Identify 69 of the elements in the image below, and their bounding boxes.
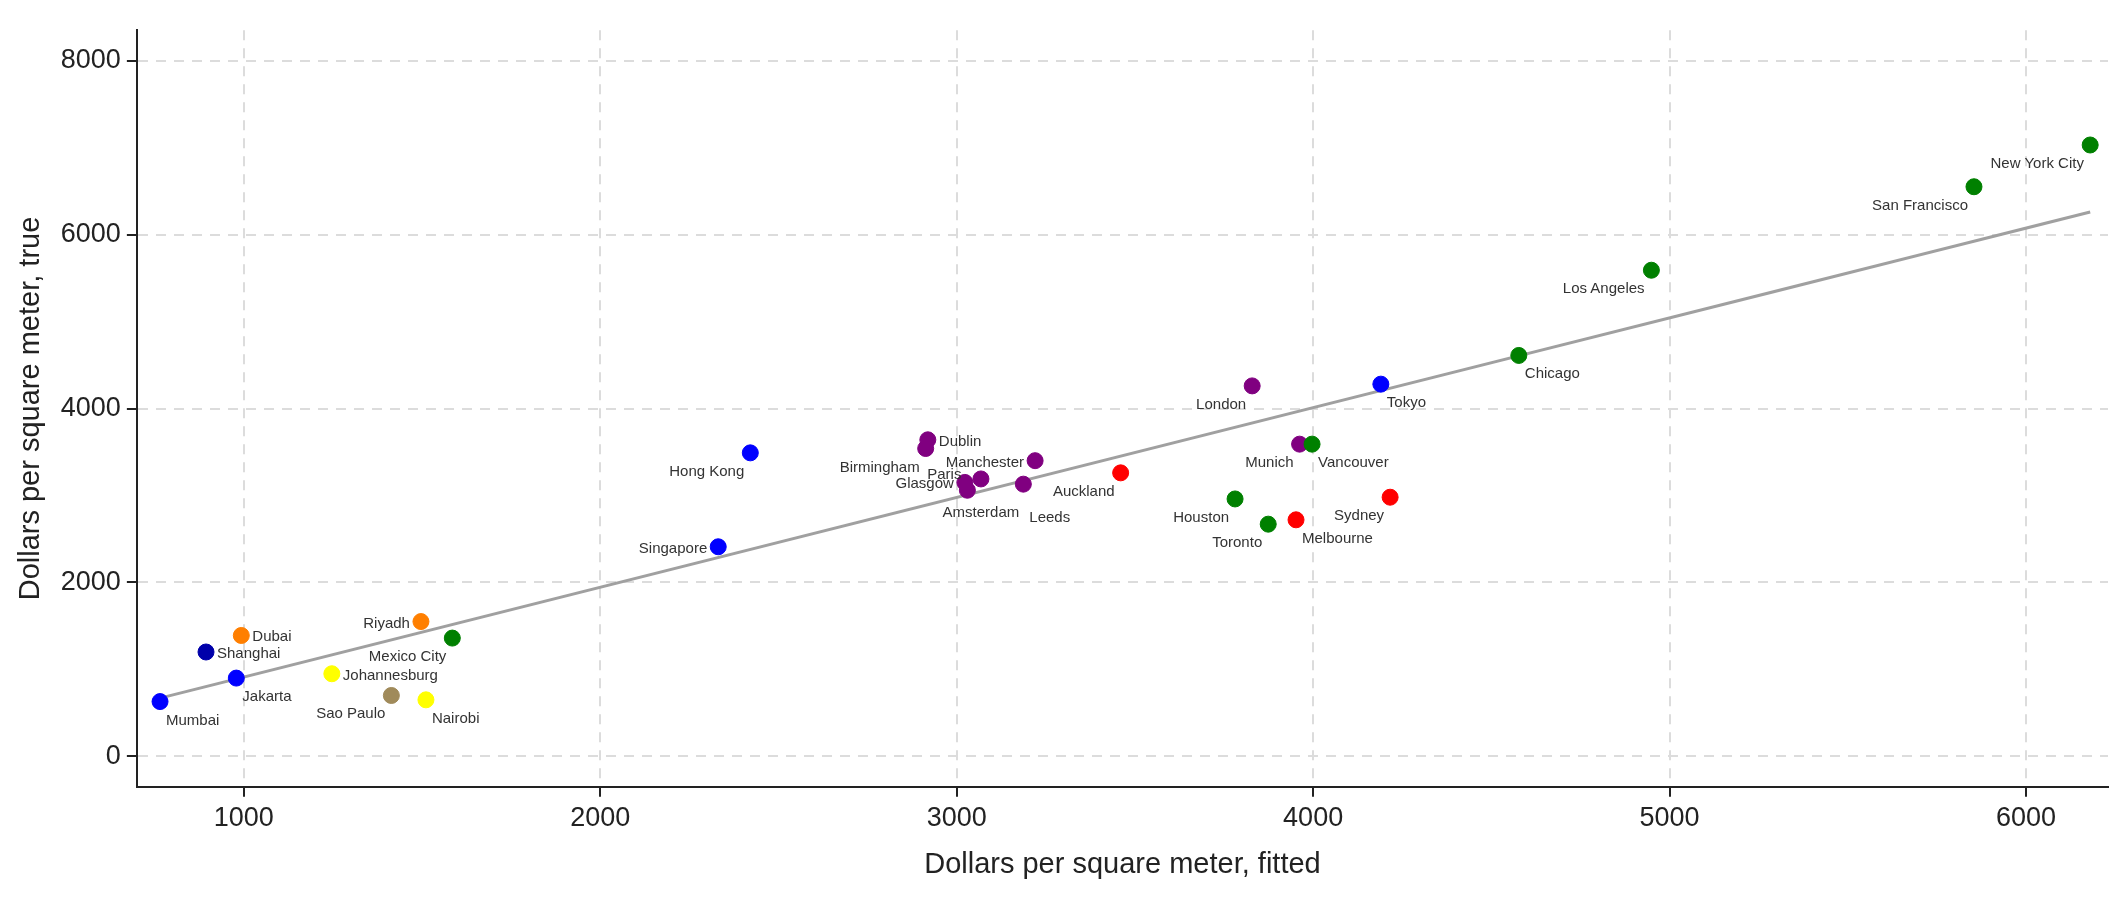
data-label: Manchester — [945, 452, 1025, 470]
point — [2081, 136, 2099, 154]
point — [1112, 464, 1130, 482]
point — [232, 626, 250, 644]
point — [1259, 515, 1277, 533]
data-label: Mumbai — [166, 710, 220, 728]
point — [1372, 375, 1390, 393]
data-label: Nairobi — [431, 708, 480, 726]
data-label: Tokyo — [1386, 393, 1427, 411]
data-label: New York City — [1990, 153, 2085, 171]
data-label: Melbourne — [1302, 528, 1373, 546]
data-label: Dubai — [252, 627, 292, 645]
data-label: Toronto — [1212, 533, 1263, 551]
x-tick-label: 1000 — [213, 802, 274, 833]
point — [741, 444, 759, 462]
x-tick-label: 4000 — [1283, 802, 1344, 833]
point — [1303, 435, 1321, 453]
data-label: Auckland — [1052, 481, 1115, 499]
data-label: Houston — [1173, 507, 1230, 525]
y-tick-label: 6000 — [60, 218, 121, 249]
data-label: Los Angeles — [1562, 279, 1645, 297]
point — [1226, 490, 1244, 508]
point — [1026, 452, 1044, 470]
point — [443, 629, 461, 647]
x-tick-label: 2000 — [570, 802, 631, 833]
point — [972, 470, 990, 488]
point — [417, 691, 435, 709]
point — [1965, 178, 1983, 196]
data-label: London — [1196, 394, 1247, 412]
data-label: San Francisco — [1872, 195, 1968, 213]
x-axis-title: Dollars per square meter, fitted — [924, 846, 1321, 879]
y-tick-label: 8000 — [60, 44, 121, 75]
data-label: Amsterdam — [942, 502, 1020, 520]
data-label: Vancouver — [1318, 453, 1389, 471]
point — [917, 440, 935, 457]
data-label: Birmingham — [839, 457, 920, 475]
data-label: Leeds — [1029, 508, 1071, 526]
y-tick-label: 2000 — [60, 565, 121, 596]
point — [709, 538, 727, 556]
data-label: Hong Kong — [669, 461, 745, 479]
data-label: Shanghai — [217, 644, 281, 661]
data-label: Johannesburg — [342, 665, 438, 683]
point — [1381, 488, 1399, 506]
x-tick-label: 6000 — [1995, 802, 2057, 833]
point — [197, 643, 215, 661]
data-label: Chicago — [1524, 364, 1580, 382]
x-tick-label: 3000 — [926, 802, 987, 833]
point — [1287, 511, 1305, 529]
y-tick-label: 0 — [105, 739, 121, 770]
point — [323, 665, 341, 683]
point — [1014, 475, 1032, 493]
data-label: Riyadh — [363, 613, 410, 631]
y-axis-title: Dollars per square meter, true — [13, 216, 46, 601]
point — [1510, 346, 1528, 364]
x-tick-label: 5000 — [1639, 802, 1700, 833]
data-label: Mexico City — [368, 647, 447, 665]
point — [151, 693, 169, 711]
data-label: Dublin — [938, 431, 982, 449]
point — [1243, 377, 1261, 395]
point — [1642, 261, 1660, 279]
point — [227, 669, 245, 687]
point — [412, 613, 430, 631]
data-label: Singapore — [638, 538, 708, 556]
data-label: Sao Paulo — [316, 704, 386, 722]
point — [382, 686, 400, 704]
data-label: Jakarta — [242, 687, 293, 705]
y-tick-label: 4000 — [60, 391, 121, 422]
data-label: Sydney — [1334, 506, 1385, 524]
data-label: Munich — [1245, 453, 1294, 471]
